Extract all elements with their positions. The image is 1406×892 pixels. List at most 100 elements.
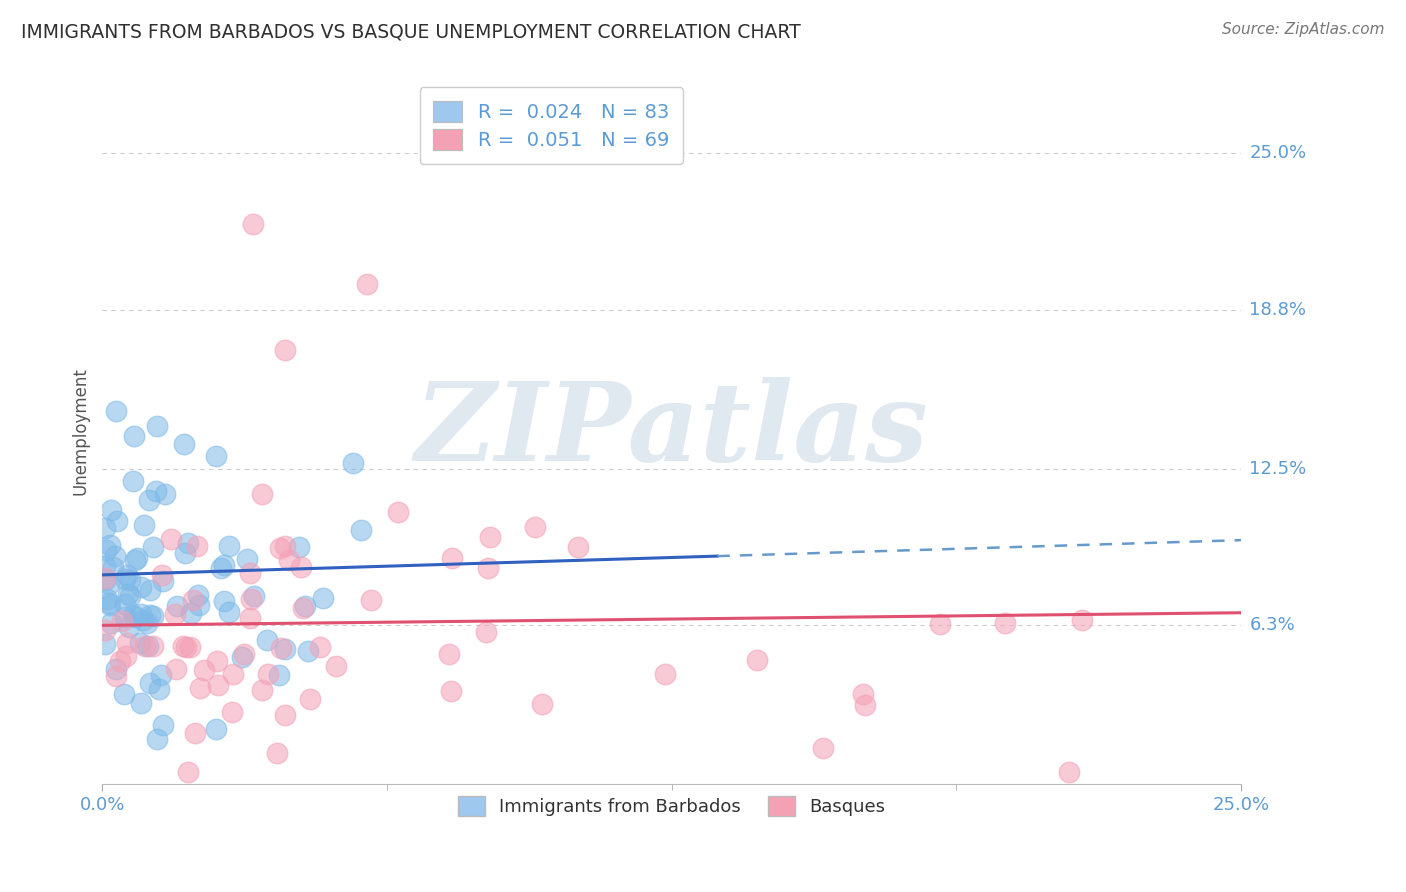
Point: [100, 503, 122, 517]
Point: [138, 608, 160, 623]
Point: [118, 620, 141, 634]
Point: [152, 574, 174, 588]
Point: [105, 662, 128, 676]
Point: [440, 551, 463, 566]
Point: [93, 559, 115, 574]
Text: 12.5%: 12.5%: [1250, 459, 1306, 478]
Point: [163, 607, 186, 621]
Point: [297, 643, 319, 657]
Point: [129, 636, 152, 650]
Point: [114, 648, 136, 663]
Text: IMMIGRANTS FROM BARBADOS VS BASQUE UNEMPLOYMENT CORRELATION CHART: IMMIGRANTS FROM BARBADOS VS BASQUE UNEMP…: [21, 22, 801, 41]
Point: [138, 640, 160, 654]
Legend: Immigrants from Barbados, Basques: Immigrants from Barbados, Basques: [449, 787, 894, 825]
Point: [146, 418, 169, 433]
Point: [269, 668, 291, 682]
Point: [273, 343, 295, 358]
Point: [112, 687, 135, 701]
Point: [177, 536, 200, 550]
Point: [114, 597, 136, 611]
Point: [236, 552, 259, 566]
Point: [173, 546, 195, 560]
Point: [266, 746, 288, 760]
Text: 18.8%: 18.8%: [1250, 301, 1306, 318]
Point: [356, 277, 378, 292]
Point: [273, 707, 295, 722]
Point: [142, 640, 165, 654]
Point: [183, 726, 205, 740]
Point: [233, 647, 256, 661]
Point: [360, 593, 382, 607]
Point: [93, 571, 115, 585]
Point: [231, 649, 253, 664]
Point: [239, 591, 262, 606]
Point: [152, 718, 174, 732]
Point: [124, 553, 146, 567]
Point: [256, 633, 278, 648]
Point: [209, 561, 232, 575]
Point: [125, 551, 148, 566]
Point: [136, 616, 159, 631]
Point: [212, 593, 235, 607]
Point: [142, 540, 165, 554]
Point: [139, 583, 162, 598]
Point: [342, 456, 364, 470]
Point: [186, 539, 208, 553]
Point: [105, 403, 128, 417]
Point: [567, 541, 589, 555]
Point: [132, 614, 155, 628]
Point: [124, 429, 146, 443]
Text: Source: ZipAtlas.com: Source: ZipAtlas.com: [1222, 22, 1385, 37]
Point: [440, 684, 463, 698]
Point: [212, 558, 235, 573]
Point: [524, 520, 547, 534]
Point: [150, 667, 173, 681]
Point: [1070, 613, 1092, 627]
Point: [745, 653, 768, 667]
Point: [177, 764, 200, 779]
Point: [93, 623, 115, 637]
Point: [153, 487, 176, 501]
Point: [205, 449, 228, 463]
Point: [188, 598, 211, 612]
Point: [93, 637, 115, 651]
Point: [131, 580, 153, 594]
Point: [111, 615, 134, 629]
Point: [173, 436, 195, 450]
Point: [478, 530, 501, 544]
Point: [531, 698, 554, 712]
Point: [108, 654, 131, 668]
Point: [96, 592, 118, 607]
Point: [188, 681, 211, 696]
Point: [104, 549, 127, 563]
Point: [172, 640, 194, 654]
Point: [294, 599, 316, 614]
Text: 25.0%: 25.0%: [1250, 145, 1306, 162]
Point: [183, 592, 205, 607]
Point: [115, 636, 138, 650]
Point: [117, 586, 139, 600]
Point: [145, 484, 167, 499]
Point: [269, 541, 291, 555]
Point: [121, 474, 143, 488]
Point: [114, 573, 136, 587]
Point: [93, 573, 115, 587]
Point: [273, 539, 295, 553]
Point: [250, 487, 273, 501]
Point: [100, 615, 122, 630]
Point: [98, 576, 121, 591]
Point: [239, 566, 262, 581]
Point: [288, 540, 311, 554]
Point: [142, 609, 165, 624]
Point: [134, 639, 156, 653]
Point: [270, 640, 292, 655]
Point: [174, 640, 197, 654]
Point: [654, 667, 676, 681]
Point: [139, 676, 162, 690]
Point: [475, 625, 498, 640]
Point: [929, 617, 952, 632]
Point: [98, 538, 121, 552]
Y-axis label: Unemployment: Unemployment: [72, 367, 89, 495]
Point: [132, 518, 155, 533]
Point: [993, 615, 1015, 630]
